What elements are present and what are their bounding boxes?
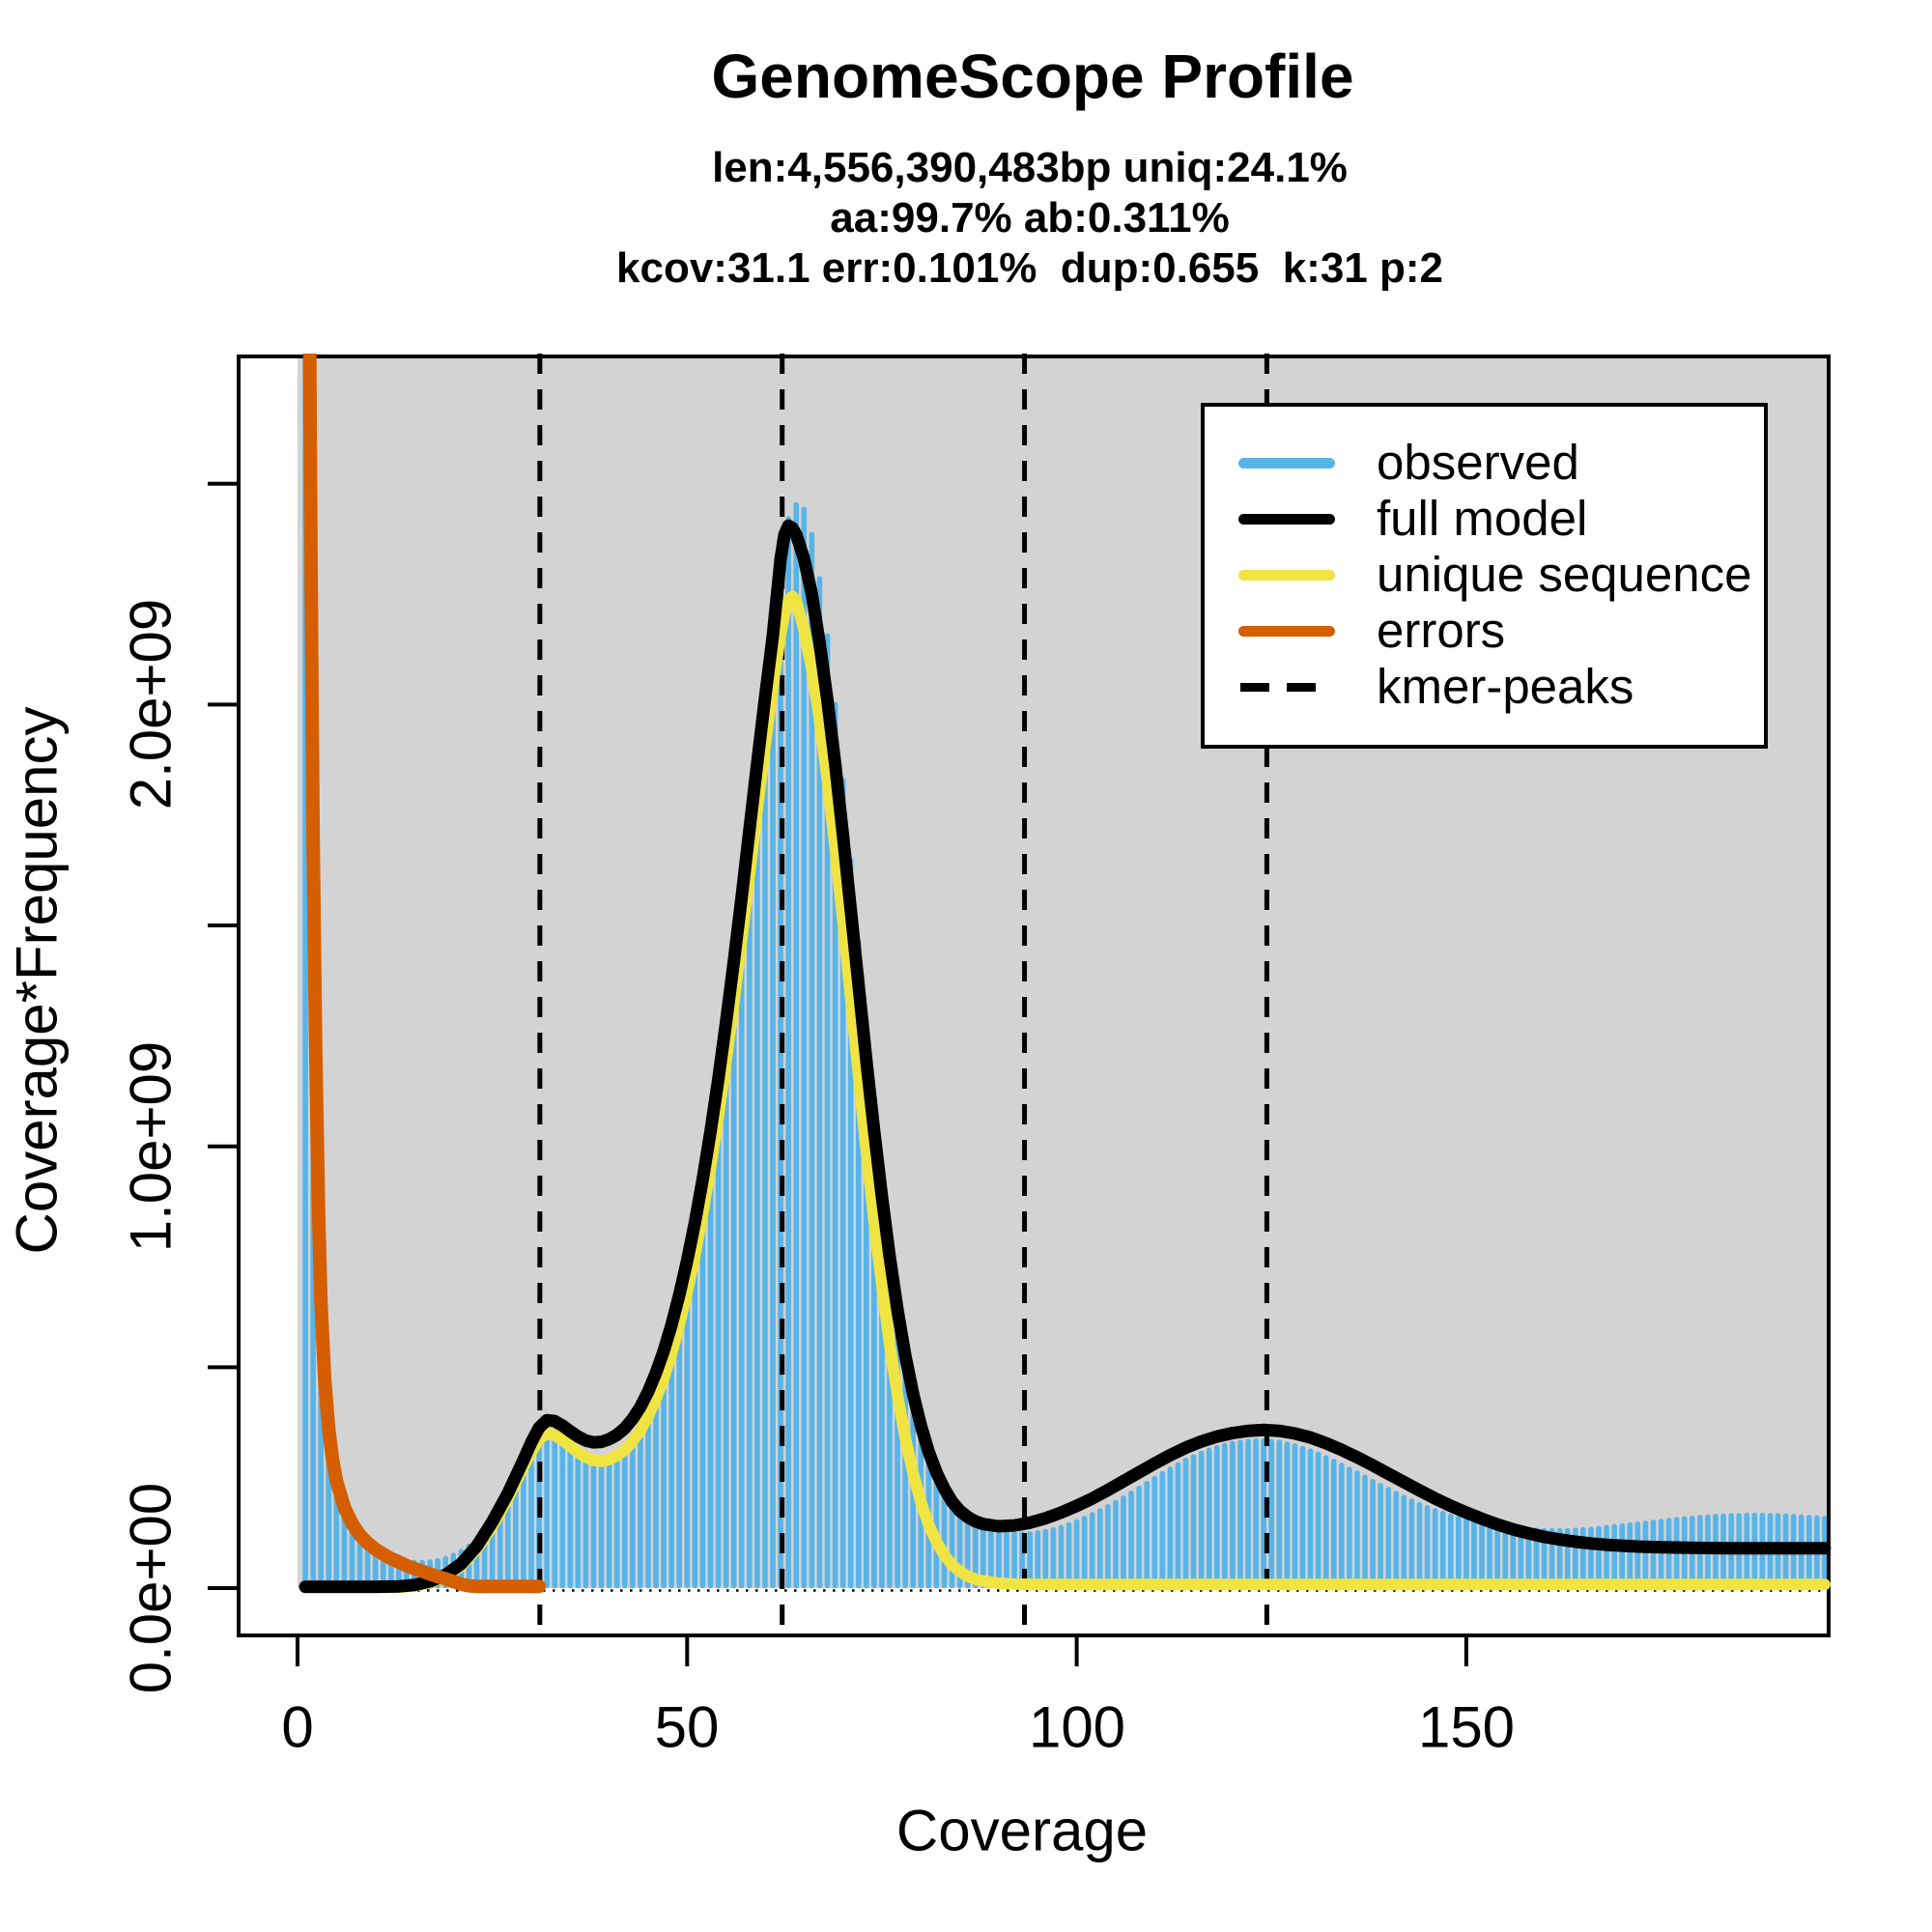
- x-axis-label: Coverage: [895, 1798, 1149, 1863]
- y-axis-ticks: [208, 481, 237, 1590]
- x-tick-label-0: 0: [281, 1694, 314, 1760]
- chart-subtitle-line3: kcov:31.1 err:0.101% dup:0.655 k:31 p:2: [616, 244, 1443, 292]
- legend-label: kmer-peaks: [1377, 659, 1634, 714]
- x-tick-label-100: 100: [1028, 1694, 1126, 1760]
- y-axis-label: Coverage*Frequency: [4, 706, 70, 1255]
- legend-label: errors: [1377, 603, 1506, 658]
- full-model-line-swatch: [1238, 513, 1335, 525]
- plot-frame: [237, 355, 1831, 1637]
- legend-item-unique-sequence: unique sequence: [1205, 547, 1752, 602]
- legend-item-full-model: full model: [1205, 491, 1588, 546]
- legend-box: observed full model unique sequence erro…: [1201, 403, 1768, 749]
- errors-curve: [302, 354, 546, 1594]
- y-tick-label-1e9: 1.0e+09: [118, 1040, 184, 1253]
- x-tick-label-50: 50: [654, 1694, 720, 1760]
- y-tick-label-2e9: 2.0e+09: [118, 598, 184, 810]
- x-tick-label-150: 150: [1417, 1694, 1516, 1760]
- kmer-peaks-dashed-swatch: [1238, 682, 1335, 693]
- chart-subtitle-line1: len:4,556,390,483bp uniq:24.1%: [712, 144, 1348, 191]
- chart-title: GenomeScope Profile: [711, 42, 1354, 111]
- legend-item-kmer-peaks: kmer-peaks: [1205, 659, 1634, 714]
- histogram-bars-observed: [302, 354, 1828, 1589]
- full-model-curve: [298, 519, 1832, 1594]
- observed-line-swatch: [1238, 457, 1335, 469]
- errors-line-swatch: [1238, 625, 1335, 637]
- chart-subtitle-line2: aa:99.7% ab:0.311%: [830, 194, 1230, 242]
- legend-label: observed: [1377, 435, 1579, 490]
- legend-item-errors: errors: [1205, 603, 1506, 658]
- unique-sequence-line-swatch: [1238, 569, 1335, 581]
- y-tick-label-0e0: 0.0e+00: [118, 1482, 184, 1694]
- legend-item-observed: observed: [1205, 435, 1579, 490]
- legend-label: unique sequence: [1377, 547, 1752, 602]
- legend-label: full model: [1377, 491, 1588, 546]
- x-axis-ticks: [296, 1637, 1468, 1666]
